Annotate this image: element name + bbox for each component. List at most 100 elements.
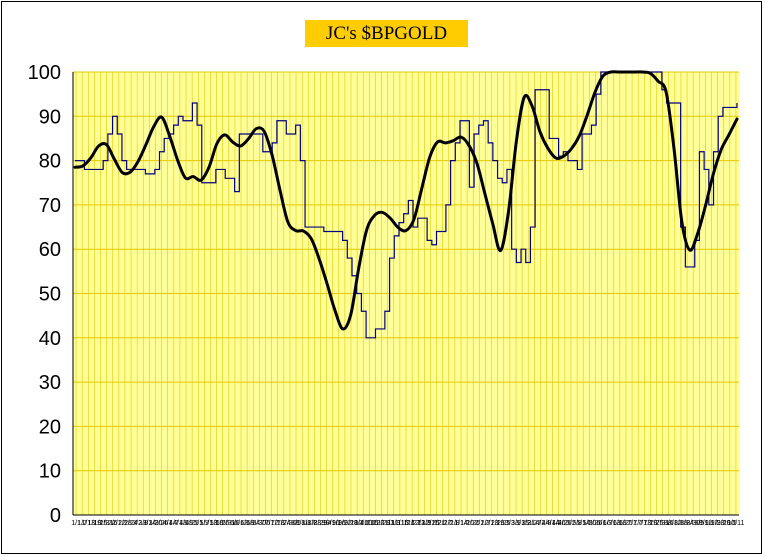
x-tick-label: 1/1: [71, 520, 81, 527]
x-tick-label: 10/28: [373, 520, 391, 527]
y-tick-label: 40: [39, 328, 61, 350]
x-tick-label: 12/15: [422, 520, 440, 527]
x-tick-label: 4/1: [163, 520, 173, 527]
x-tick-label: 2/7: [481, 520, 491, 527]
x-tick-label: 6/13: [607, 520, 621, 527]
x-tick-label: 5/31: [222, 520, 236, 527]
x-tick-label: 10/22: [367, 520, 385, 527]
x-tick-label: 10/10: [354, 520, 372, 527]
chart-title: JC's $BPGOLD: [305, 20, 468, 47]
x-tick-label: 12/21: [428, 520, 446, 527]
x-tick-label: 5/26: [589, 520, 603, 527]
x-tick-label: 8/23: [308, 520, 322, 527]
x-tick-label: 1/31: [100, 520, 114, 527]
x-tick-label: 4/20: [552, 520, 566, 527]
y-tick-label: 80: [39, 151, 61, 173]
x-tick-label: 4/7: [169, 520, 179, 527]
x-tick-label: 7/25: [650, 520, 664, 527]
x-tick-label: 9/28: [344, 520, 358, 527]
x-tick-label: 9/17: [705, 520, 719, 527]
x-tick-label: 12/9: [418, 520, 432, 527]
x-tick-label: 5/25: [216, 520, 230, 527]
x-tick-label: 3/26: [155, 520, 169, 527]
x-tick-label: 8/5: [291, 520, 301, 527]
x-tick-label: 4/14: [546, 520, 560, 527]
x-tick-label: 6/24: [246, 520, 260, 527]
x-tick-label: 11/21: [398, 520, 415, 527]
x-tick-label: 4/13: [173, 520, 187, 527]
x-tick-label: 3/9: [511, 520, 521, 527]
x-tick-label: 1/13: [81, 520, 95, 527]
x-tick-label: 2/12: [112, 520, 126, 527]
x-tick-label: 9/23: [711, 520, 725, 527]
y-tick-label: 70: [39, 195, 61, 217]
x-tick-label: 1/25: [94, 520, 108, 527]
x-tick-label: 3/2: [132, 520, 142, 527]
y-tick-label: 20: [39, 416, 61, 438]
x-tick-label: 5/13: [204, 520, 218, 527]
x-tick-label: 9/22: [338, 520, 352, 527]
x-tick-label: 1/20: [460, 520, 474, 527]
x-tick-label: 7/24: [277, 520, 291, 527]
x-tick-label: 7/1: [627, 520, 637, 527]
x-tick-label: 6/6: [230, 520, 240, 527]
x-tick-label: 11/27: [404, 520, 421, 527]
x-tick-label: 12/3: [411, 520, 425, 527]
x-tick-label: 1/26: [466, 520, 480, 527]
x-tick-label: 3/21: [521, 520, 535, 527]
x-tick-label: 4/8: [542, 520, 552, 527]
x-tick-label: 7/13: [637, 520, 651, 527]
x-tick-label: 6/30: [253, 520, 267, 527]
x-tick-label: 7/19: [644, 520, 658, 527]
x-tick-label: 5/1: [193, 520, 203, 527]
x-tick-label: 1/7: [77, 520, 87, 527]
x-tick-label: 6/18: [240, 520, 254, 527]
series-2-line: [73, 70, 739, 331]
x-tick-label: 6/12: [234, 520, 248, 527]
y-tick-label: 30: [39, 372, 61, 394]
x-tick-label: 3/20: [149, 520, 163, 527]
x-tick-label: 8/29: [314, 520, 328, 527]
x-tick-label: 8/24: [680, 520, 694, 527]
y-tick-label: 60: [39, 239, 61, 261]
y-axis-tick-labels: 0 10 20 30 40 50 60 70 80 90 100: [28, 62, 61, 527]
x-tick-label: 3/3: [505, 520, 515, 527]
x-tick-label: 2/19: [491, 520, 505, 527]
x-tick-label: 5/7: [199, 520, 209, 527]
x-tick-label: 8/17: [301, 520, 315, 527]
x-tick-label: 5/20: [582, 520, 596, 527]
x-tick-label: 7/7: [633, 520, 643, 527]
x-tick-label: 8/12: [668, 520, 682, 527]
x-tick-label: 7/18: [271, 520, 285, 527]
x-tick-label: 10/5: [723, 520, 737, 527]
x-tick-label: 5/2: [566, 520, 576, 527]
x-tick-label: 2/25: [497, 520, 511, 527]
x-tick-label: 5/19: [210, 520, 224, 527]
x-tick-label: 7/30: [283, 520, 297, 527]
x-tick-label: 4/19: [179, 520, 193, 527]
x-tick-label: 2/6: [108, 520, 118, 527]
y-tick-label: 50: [39, 284, 61, 306]
y-tick-label: 10: [39, 461, 61, 483]
x-tick-label: 9/16: [332, 520, 346, 527]
x-tick-label: 6/19: [613, 520, 627, 527]
x-tick-label: 2/13: [485, 520, 499, 527]
x-tick-label: 9/29: [717, 520, 731, 527]
x-tick-label: 9/4: [322, 520, 332, 527]
x-tick-label: 6/25: [619, 520, 633, 527]
x-tick-label: 3/15: [515, 520, 529, 527]
x-tick-label: 12/27: [434, 520, 452, 527]
x-tick-label: 10/11: [727, 520, 744, 527]
horizontal-gridlines: [73, 71, 739, 472]
x-tick-label: 2/1: [474, 520, 484, 527]
x-tick-label: 11/15: [391, 520, 408, 527]
x-tick-label: 10/4: [350, 520, 364, 527]
x-tick-label: 7/6: [261, 520, 271, 527]
x-tick-label: 6/7: [603, 520, 613, 527]
x-tick-label: 3/14: [143, 520, 157, 527]
x-tick-label: 5/14: [576, 520, 590, 527]
x-tick-label: 5/8: [572, 520, 582, 527]
x-tick-label: 1/14: [454, 520, 468, 527]
x-tick-label: 7/31: [656, 520, 670, 527]
